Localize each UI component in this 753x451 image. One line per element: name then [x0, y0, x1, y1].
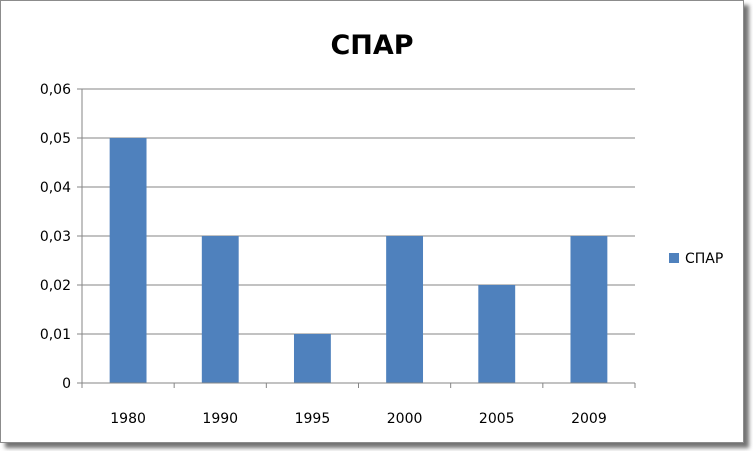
bar-1980: [109, 138, 147, 383]
x-axis-ticks: 1980 1990 1995 2000 2005 2009: [81, 383, 636, 427]
y-tick-label: 0,06: [40, 82, 71, 98]
x-tick-label: 2005: [479, 411, 515, 427]
y-tick-label: 0,03: [40, 229, 71, 245]
legend-label: СПАР: [685, 251, 723, 267]
bars: [109, 138, 608, 383]
y-tick-label: 0,04: [40, 180, 71, 196]
bar-2005: [478, 285, 516, 383]
chart-area: СПАР 0 0,01 0,02 0,03 0,04 0,05 0,06 1980 1990 1…: [0, 0, 744, 443]
x-tick-label: 1990: [202, 411, 238, 427]
x-tick-label: 1995: [295, 411, 331, 427]
legend-swatch: [669, 253, 679, 263]
bar-2009: [570, 236, 608, 383]
y-axis-ticks: 0 0,01 0,02 0,03 0,04 0,05 0,06: [40, 82, 82, 392]
bar-2000: [386, 236, 424, 383]
x-tick-label: 2000: [387, 411, 423, 427]
y-tick-label: 0,01: [40, 327, 71, 343]
y-tick-label: 0,05: [40, 131, 71, 147]
y-tick-label: 0: [62, 376, 71, 392]
x-tick-label: 2009: [571, 411, 607, 427]
gridlines: [82, 88, 635, 335]
bar-1995: [293, 334, 331, 383]
chart-title: СПАР: [330, 30, 413, 61]
y-tick-label: 0,02: [40, 278, 71, 294]
bar-1990: [201, 236, 239, 383]
legend: СПАР: [669, 251, 723, 267]
x-tick-label: 1980: [110, 411, 146, 427]
bar-chart: СПАР 00,010,020,030,040,050,06 1980 1990 1…: [40, 30, 724, 427]
